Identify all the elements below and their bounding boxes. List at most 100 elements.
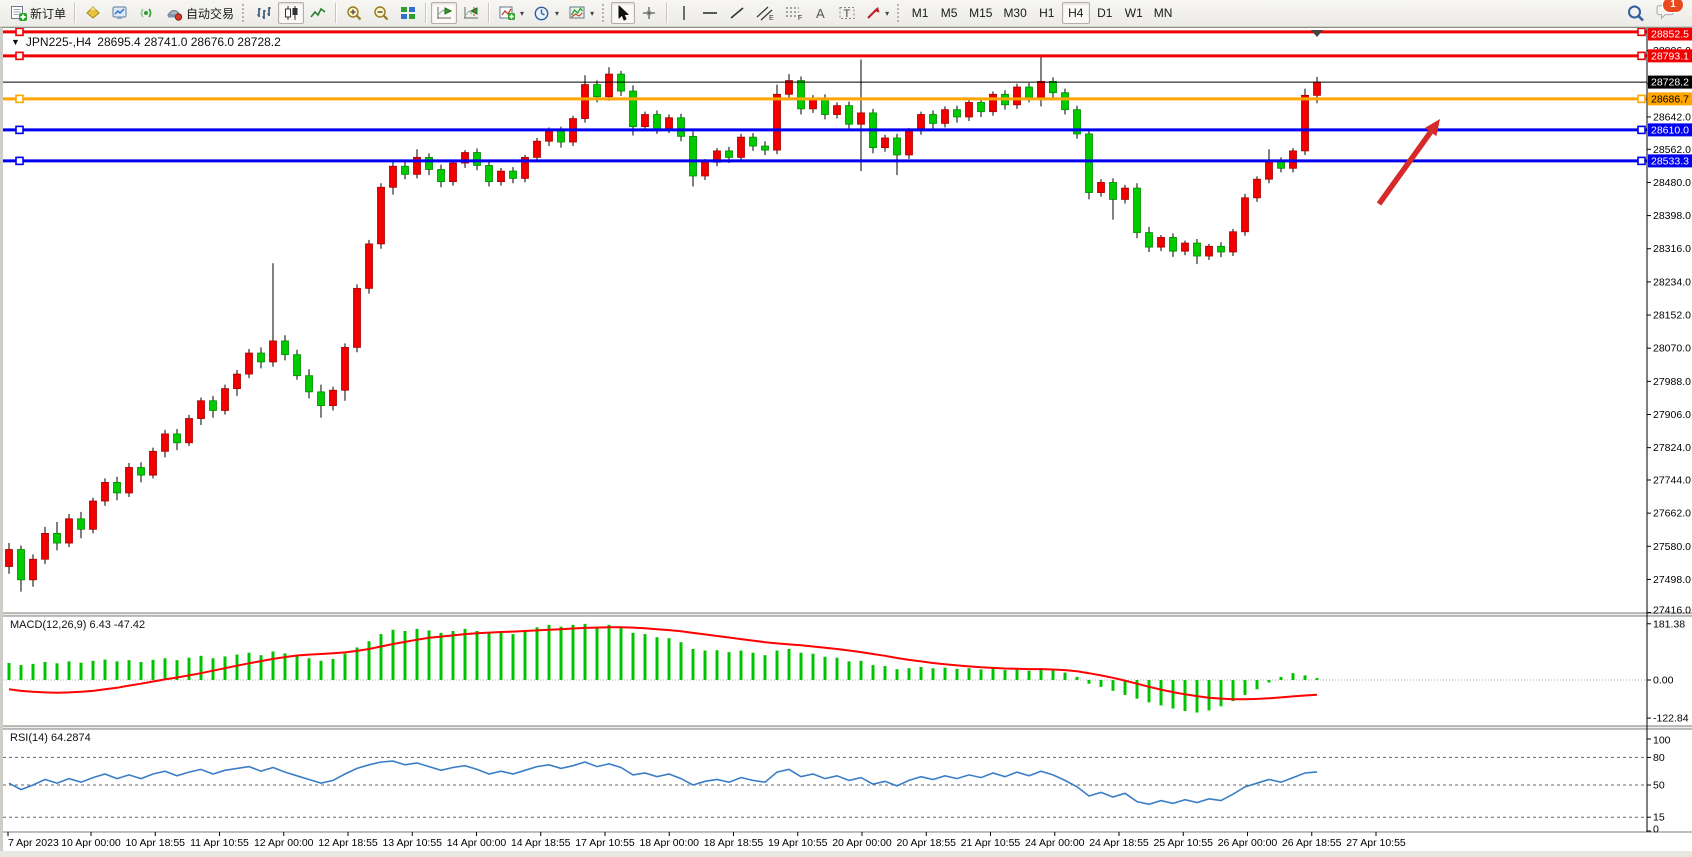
tf-button-M5[interactable]: M5 bbox=[940, 6, 958, 20]
svg-text:28610.0: 28610.0 bbox=[1651, 124, 1689, 136]
svg-text:27906.0: 27906.0 bbox=[1653, 409, 1691, 421]
bar-chart-mode-button[interactable] bbox=[251, 2, 277, 24]
svg-text:27 Apr 10:55: 27 Apr 10:55 bbox=[1346, 837, 1406, 849]
svg-text:12 Apr 18:55: 12 Apr 18:55 bbox=[318, 837, 378, 849]
svg-text:A: A bbox=[816, 6, 825, 21]
vertical-line-tool-button[interactable] bbox=[672, 2, 696, 24]
annotation-arrow[interactable] bbox=[1376, 119, 1440, 206]
tf-button-MN[interactable]: MN bbox=[1153, 6, 1173, 20]
auto-trading-button[interactable]: 自动交易 bbox=[161, 2, 238, 24]
auto-trading-label: 自动交易 bbox=[186, 6, 235, 21]
toolbar-right: 1 bbox=[1626, 0, 1692, 24]
gold-ingot-icon bbox=[84, 5, 102, 21]
tf-button-W1[interactable]: W1 bbox=[1124, 6, 1143, 20]
svg-text:24 Apr 18:55: 24 Apr 18:55 bbox=[1089, 837, 1149, 849]
toolbar: 新订单 自动交易 bbox=[0, 0, 1692, 27]
fibonacci-icon: F bbox=[784, 5, 804, 21]
indicators-button[interactable]: ▾ bbox=[494, 2, 528, 24]
svg-text:80: 80 bbox=[1653, 752, 1665, 764]
svg-text:21 Apr 10:55: 21 Apr 10:55 bbox=[961, 837, 1021, 849]
vertical-line-icon bbox=[678, 5, 690, 21]
channel-tool-button[interactable]: E bbox=[751, 2, 779, 24]
alerts-button[interactable] bbox=[134, 2, 160, 24]
svg-text:T: T bbox=[844, 8, 851, 20]
text-tool-button[interactable]: A bbox=[809, 2, 833, 24]
trendline-tool-button[interactable] bbox=[724, 2, 750, 24]
chart-symbol-period: JPN225-,H4 bbox=[25, 35, 92, 49]
tf-button-M30[interactable]: M30 bbox=[1003, 6, 1027, 20]
svg-text:11 Apr 10:55: 11 Apr 10:55 bbox=[190, 837, 249, 849]
auto-scroll-button[interactable] bbox=[431, 2, 458, 24]
current-price-label: 28728.2 bbox=[1648, 75, 1692, 89]
level-price-label: 28533.3 bbox=[1648, 154, 1692, 168]
tf-button-H1[interactable]: H1 bbox=[1039, 6, 1055, 20]
svg-text:E: E bbox=[769, 15, 774, 21]
tile-windows-button[interactable] bbox=[395, 2, 421, 24]
svg-text:14 Apr 00:00: 14 Apr 00:00 bbox=[447, 837, 507, 849]
toolbar-grip bbox=[242, 4, 247, 22]
templates-button[interactable]: ▾ bbox=[564, 2, 598, 24]
candlestick-mode-button[interactable] bbox=[278, 2, 305, 24]
line-chart-icon bbox=[309, 5, 327, 21]
tf-button-M15[interactable]: M15 bbox=[969, 6, 993, 20]
template-icon bbox=[568, 5, 586, 21]
macd-label: MACD(12,26,9) 6.43 -47.42 bbox=[10, 619, 146, 631]
chart-shift-button[interactable] bbox=[458, 2, 484, 24]
rsi-label: RSI(14) 64.2874 bbox=[10, 732, 91, 744]
svg-text:24 Apr 00:00: 24 Apr 00:00 bbox=[1025, 837, 1085, 849]
level-price-label: 28686.7 bbox=[1648, 92, 1692, 106]
horizontal-line-icon bbox=[701, 5, 719, 21]
chart-title: ▼ JPN225-,H4 28695.4 28741.0 28676.0 287… bbox=[11, 35, 281, 49]
history-center-button[interactable] bbox=[107, 2, 133, 24]
svg-text:28562.0: 28562.0 bbox=[1653, 144, 1691, 156]
svg-text:28480.0: 28480.0 bbox=[1653, 177, 1691, 189]
time-axis: 7 Apr 2023 10 Apr 00:00 10 Apr 18:55 11 Apr… bbox=[7, 832, 1406, 849]
svg-text:-122.84: -122.84 bbox=[1653, 713, 1689, 725]
crosshair-tool-button[interactable] bbox=[636, 2, 662, 24]
tf-button-D1[interactable]: D1 bbox=[1097, 6, 1113, 20]
tf-button-M1[interactable]: M1 bbox=[911, 6, 929, 20]
trendline-icon bbox=[728, 5, 746, 21]
market-depth-button[interactable] bbox=[80, 2, 106, 24]
indicators-caret-icon: ▾ bbox=[520, 8, 525, 18]
chart-canvas[interactable]: 28806.028724.028642.028562.028480.028398… bbox=[3, 28, 1692, 854]
svg-text:27580.0: 27580.0 bbox=[1653, 541, 1691, 553]
svg-text:17 Apr 10:55: 17 Apr 10:55 bbox=[575, 837, 635, 849]
svg-text:10 Apr 00:00: 10 Apr 00:00 bbox=[61, 837, 121, 849]
ohlc-bars-icon bbox=[255, 5, 273, 21]
svg-text:18 Apr 00:00: 18 Apr 00:00 bbox=[639, 837, 699, 849]
svg-text:27416.0: 27416.0 bbox=[1653, 605, 1691, 617]
fibonacci-tool-button[interactable]: F bbox=[780, 2, 808, 24]
tf-button-H4[interactable]: H4 bbox=[1061, 2, 1090, 24]
line-chart-mode-button[interactable] bbox=[305, 2, 331, 24]
cursor-arrow-icon bbox=[615, 5, 631, 21]
equidistant-channel-icon: E bbox=[755, 5, 775, 21]
auto-trading-icon bbox=[165, 5, 183, 21]
svg-text:13 Apr 10:55: 13 Apr 10:55 bbox=[382, 837, 442, 849]
arrows-tool-button[interactable]: ▾ bbox=[861, 2, 893, 24]
periods-button[interactable]: ▾ bbox=[529, 2, 563, 24]
zoom-in-button[interactable] bbox=[341, 2, 367, 24]
svg-text:18 Apr 18:55: 18 Apr 18:55 bbox=[704, 837, 764, 849]
svg-text:181.38: 181.38 bbox=[1653, 618, 1685, 630]
svg-text:100: 100 bbox=[1653, 735, 1671, 747]
chat-button[interactable]: 1 bbox=[1656, 0, 1684, 24]
chart-window[interactable]: 28806.028724.028642.028562.028480.028398… bbox=[0, 27, 1692, 853]
cursor-tool-button[interactable] bbox=[611, 2, 636, 24]
text-label-tool-button[interactable]: T bbox=[834, 2, 860, 24]
timeframe-toolbar: M1 M5 M15 M30 H1 H4 D1 W1 MN bbox=[906, 2, 1177, 24]
svg-text:20 Apr 18:55: 20 Apr 18:55 bbox=[896, 837, 956, 849]
chat-unread-badge: 1 bbox=[1662, 0, 1684, 13]
separator bbox=[425, 3, 428, 23]
collapse-caret-icon[interactable]: ▼ bbox=[11, 37, 20, 47]
svg-text:27988.0: 27988.0 bbox=[1653, 376, 1691, 388]
svg-text:28234.0: 28234.0 bbox=[1653, 276, 1691, 288]
chart-ohlc-values: 28695.4 28741.0 28676.0 28728.2 bbox=[97, 35, 281, 49]
rsi-line bbox=[8, 760, 1318, 806]
svg-text:28152.0: 28152.0 bbox=[1653, 310, 1691, 322]
search-icon[interactable] bbox=[1626, 4, 1646, 23]
chart-shift-marker bbox=[1311, 30, 1323, 37]
horizontal-line-tool-button[interactable] bbox=[697, 2, 723, 24]
new-order-button[interactable]: 新订单 bbox=[6, 2, 70, 24]
zoom-out-button[interactable] bbox=[368, 2, 394, 24]
